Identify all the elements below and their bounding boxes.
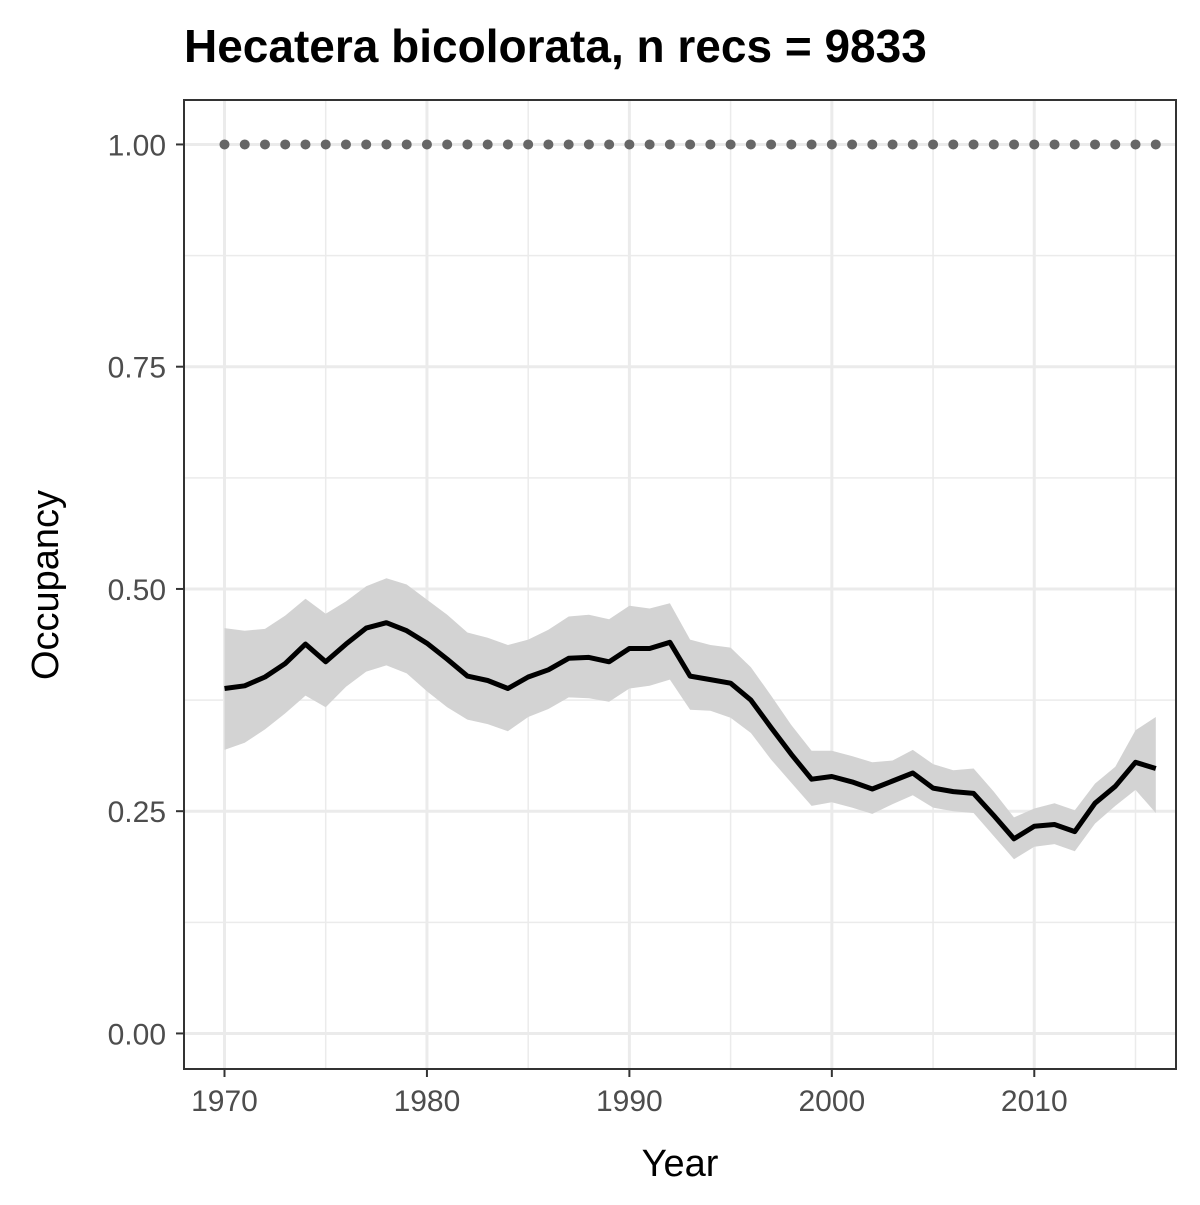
reference-point bbox=[705, 139, 716, 150]
y-tick-label: 1.00 bbox=[108, 129, 166, 162]
reference-point bbox=[462, 139, 473, 150]
y-tick-label: 0.25 bbox=[108, 796, 166, 829]
reference-point bbox=[401, 139, 412, 150]
reference-point bbox=[563, 139, 574, 150]
reference-point bbox=[948, 139, 959, 150]
occupancy-line bbox=[224, 620, 1157, 842]
reference-point bbox=[442, 139, 453, 150]
panel-border bbox=[183, 99, 1177, 1070]
reference-point bbox=[644, 139, 655, 150]
reference-point bbox=[583, 139, 594, 150]
reference-point bbox=[1090, 139, 1101, 150]
y-axis: 0.00 0.25 0.50 0.75 1.00 bbox=[108, 129, 184, 1051]
confidence-ribbon bbox=[224, 578, 1156, 860]
reference-point bbox=[786, 139, 797, 150]
reference-point bbox=[320, 139, 331, 150]
reference-point bbox=[1029, 139, 1040, 150]
reference-point bbox=[867, 139, 878, 150]
x-tick-label: 2010 bbox=[1001, 1085, 1068, 1118]
reference-point bbox=[543, 139, 554, 150]
reference-point bbox=[1150, 139, 1161, 150]
y-tick-label: 0.00 bbox=[108, 1018, 166, 1051]
confidence-ribbon-layer bbox=[224, 578, 1156, 860]
reference-point bbox=[766, 139, 777, 150]
reference-point bbox=[340, 139, 351, 150]
reference-point bbox=[826, 139, 837, 150]
reference-point bbox=[604, 139, 615, 150]
reference-point bbox=[381, 139, 392, 150]
reference-point bbox=[1009, 139, 1020, 150]
chart-title: Hecatera bicolorata, n recs = 9833 bbox=[184, 20, 927, 72]
reference-point bbox=[725, 139, 736, 150]
x-axis-title: Year bbox=[642, 1143, 719, 1185]
x-tick-label: 1990 bbox=[596, 1085, 663, 1118]
y-axis-title: Occupancy bbox=[25, 490, 67, 680]
x-tick-label: 2000 bbox=[798, 1085, 865, 1118]
reference-point bbox=[219, 139, 230, 150]
reference-point bbox=[745, 139, 756, 150]
x-axis: 1970 1980 1990 2000 2010 bbox=[191, 1069, 1068, 1118]
reference-point bbox=[421, 139, 432, 150]
reference-point bbox=[806, 139, 817, 150]
reference-point bbox=[685, 139, 696, 150]
reference-point bbox=[928, 139, 939, 150]
reference-point bbox=[1110, 139, 1121, 150]
reference-point bbox=[968, 139, 979, 150]
reference-point bbox=[523, 139, 534, 150]
reference-points-layer bbox=[219, 139, 1161, 150]
reference-point bbox=[1069, 139, 1080, 150]
reference-point bbox=[624, 139, 635, 150]
reference-point bbox=[1130, 139, 1141, 150]
trend-line-layer bbox=[224, 620, 1157, 842]
reference-point bbox=[361, 139, 372, 150]
reference-point bbox=[482, 139, 493, 150]
reference-point bbox=[847, 139, 858, 150]
reference-point bbox=[887, 139, 898, 150]
reference-point bbox=[259, 139, 270, 150]
reference-point bbox=[1049, 139, 1060, 150]
x-tick-label: 1980 bbox=[394, 1085, 461, 1118]
y-tick-label: 0.50 bbox=[108, 574, 166, 607]
reference-point bbox=[988, 139, 999, 150]
reference-point bbox=[502, 139, 513, 150]
y-tick-label: 0.75 bbox=[108, 352, 166, 385]
reference-point bbox=[280, 139, 291, 150]
x-tick-label: 1970 bbox=[191, 1085, 258, 1118]
reference-point bbox=[239, 139, 250, 150]
reference-point bbox=[664, 139, 675, 150]
reference-point bbox=[300, 139, 311, 150]
reference-point bbox=[907, 139, 918, 150]
